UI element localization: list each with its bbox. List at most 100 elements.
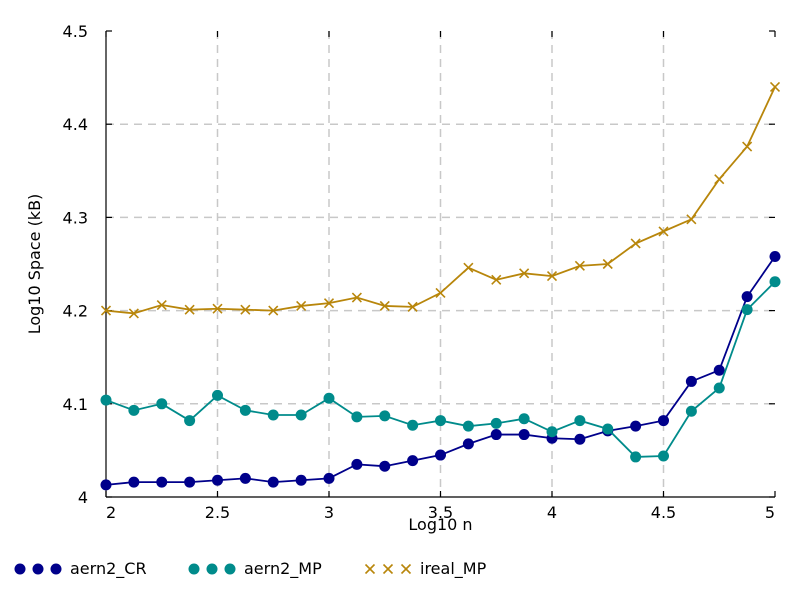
x-tick-label: 2.5 (205, 503, 230, 522)
legend-label: ireal_MP (420, 559, 487, 579)
aern2_CR-point (713, 364, 725, 376)
aern2_MP-point (602, 423, 614, 435)
legend-item-aern2_CR: aern2_CR (14, 559, 147, 579)
aern2_CR-point (351, 458, 363, 470)
series-aern2_MP (100, 276, 781, 463)
aern2_MP-point (685, 405, 697, 417)
legend-aern2_MP-point (206, 563, 218, 575)
aern2_CR-point (407, 455, 419, 467)
ireal_MP-point (407, 301, 418, 312)
ireal_MP-point (351, 292, 362, 303)
ireal_MP-point (212, 303, 223, 314)
aern2_MP-point (184, 415, 196, 427)
aern2_CR-point (518, 429, 530, 441)
x-tick-label: 4.5 (651, 503, 676, 522)
ireal_MP-point (519, 268, 530, 279)
legend-label: aern2_MP (244, 559, 322, 579)
x-tick-label: 3.5 (428, 503, 453, 522)
series-aern2_CR (100, 251, 781, 491)
aern2_CR-point (323, 472, 335, 484)
aern2_CR-point (128, 476, 140, 488)
y-tick-label: 4 (78, 488, 88, 507)
x-tick-label: 5 (765, 503, 775, 522)
legend-aern2_CR-point (14, 563, 26, 575)
ireal_MP-point (769, 81, 781, 92)
ireal_MP-point (686, 214, 697, 225)
y-tick-label: 4.2 (63, 302, 88, 321)
aern2_CR-point (630, 420, 642, 432)
ireal_MP-point (602, 258, 613, 270)
aern2_CR-point (769, 251, 781, 263)
aern2_CR-point (184, 476, 196, 488)
ireal_MP-point (546, 271, 558, 282)
legend-item-ireal_MP: ireal_MP (364, 559, 487, 579)
aern2_MP-point (490, 417, 502, 429)
ireal_MP-point (184, 304, 195, 315)
legend-aern2_CR-point (50, 563, 62, 575)
ireal_MP-point (463, 262, 474, 273)
ireal_MP-point (574, 260, 585, 271)
x-tick-label: 4 (547, 503, 557, 522)
aern2_CR-point (490, 429, 502, 441)
aern2_MP-point (741, 304, 753, 316)
aern2_MP-point (462, 420, 474, 432)
aern2_CR-point (212, 474, 223, 486)
aern2_MP-point (407, 419, 419, 431)
aern2_MP-point (546, 426, 558, 438)
ireal_MP-point (714, 174, 725, 185)
aern2_MP-point (518, 413, 530, 425)
aern2_MP-point (658, 450, 669, 462)
ireal_MP-point (491, 274, 502, 285)
aern2_MP-point (351, 411, 363, 423)
aern2_MP-point (713, 382, 725, 394)
aern2_MP-point (630, 451, 642, 463)
aern2_MP-point (128, 404, 140, 416)
aern2_MP-point (156, 398, 168, 410)
series-ireal_MP (100, 81, 781, 319)
y-tick-label: 4.3 (63, 208, 88, 227)
ireal_MP-point (435, 287, 446, 298)
ireal_MP-point (268, 305, 279, 316)
ireal_MP-point (128, 308, 139, 319)
legend-aern2_MP-point (188, 563, 200, 575)
aern2_CR-point (379, 460, 391, 472)
y-axis-title: Log10 Space (kB) (25, 194, 44, 335)
legend-ireal_MP-point (382, 563, 394, 575)
y-tick-label: 4.5 (63, 22, 88, 41)
aern2_CR-point (156, 476, 168, 488)
legend-item-aern2_MP: aern2_MP (188, 559, 322, 579)
ireal_MP-point (323, 298, 335, 309)
legend-aern2_MP-point (224, 563, 236, 575)
x-tick-label: 3 (324, 503, 334, 522)
ireal_MP-point (379, 300, 390, 312)
aern2_CR-point (295, 474, 307, 486)
ireal_MP-point (100, 305, 112, 316)
aern2_CR-point (741, 291, 753, 303)
legend-label: aern2_CR (70, 559, 147, 579)
series-layer (100, 81, 781, 491)
x-axis-title: Log10 n (408, 515, 472, 534)
aern2_CR-point (685, 375, 697, 387)
aern2_MP-point (295, 409, 307, 421)
aern2_MP-point (574, 415, 586, 427)
axes-layer: 2 2.5 3 3.5 4 4.5 5 4 4.1 4.2 4.3 4.4 4.5 (63, 22, 776, 522)
x-tick-label: 2 (106, 503, 116, 522)
aern2_CR-point (435, 449, 446, 461)
ireal_MP-point (296, 300, 307, 312)
aern2_CR-point (267, 476, 279, 488)
aern2_MP-point (100, 394, 112, 406)
ireal_MP-point (630, 238, 641, 249)
aern2_CR-point (574, 433, 586, 445)
aern2_MP-point (769, 276, 781, 288)
aern2_MP-point (379, 410, 391, 422)
ireal_MP-point (156, 299, 167, 311)
aern2_CR-point (100, 479, 112, 491)
aern2_MP-point (323, 392, 335, 404)
aern2_MP-point (239, 404, 251, 416)
y-tick-label: 4.4 (63, 115, 88, 134)
aern2_MP-point (212, 389, 223, 401)
y-tick-label: 4.1 (63, 395, 88, 414)
legend-ireal_MP-point (400, 563, 412, 575)
aern2_CR-point (462, 438, 474, 450)
